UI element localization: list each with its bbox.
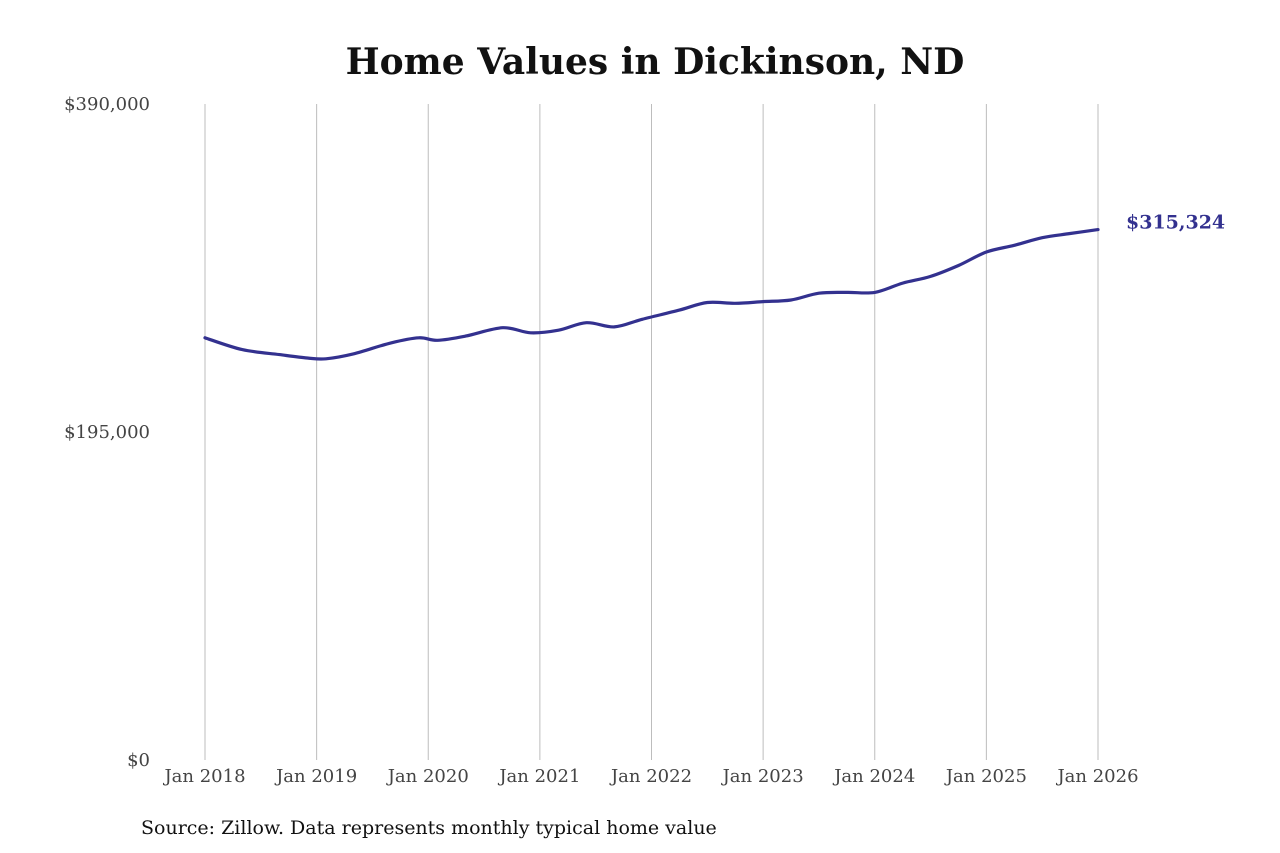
- y-tick-label: $0: [127, 750, 150, 771]
- x-tick-label: Jan 2022: [609, 766, 692, 787]
- chart-title: Home Values in Dickinson, ND: [346, 41, 965, 83]
- x-tick-label: Jan 2025: [944, 766, 1027, 787]
- x-tick-label: Jan 2026: [1055, 766, 1138, 787]
- y-tick-label: $195,000: [64, 422, 150, 443]
- x-axis-tick-labels: Jan 2018 Jan 2019 Jan 2020 Jan 2021 Jan 2022…: [162, 766, 1138, 787]
- x-tick-label: Jan 2023: [721, 766, 804, 787]
- source-note: Source: Zillow. Data represents monthly …: [141, 817, 717, 839]
- y-tick-label: $390,000: [64, 94, 150, 115]
- x-gridlines: [204, 104, 1099, 760]
- x-tick-label: Jan 2018: [162, 766, 245, 787]
- end-value-label: $315,324: [1126, 212, 1225, 234]
- x-tick-label: Jan 2020: [386, 766, 469, 787]
- series-line-home-value: [203, 228, 1100, 361]
- x-tick-label: Jan 2024: [832, 766, 915, 787]
- x-tick-label: Jan 2019: [274, 766, 357, 787]
- y-axis-tick-labels: $0 $195,000 $390,000: [64, 94, 150, 771]
- x-tick-label: Jan 2021: [497, 766, 580, 787]
